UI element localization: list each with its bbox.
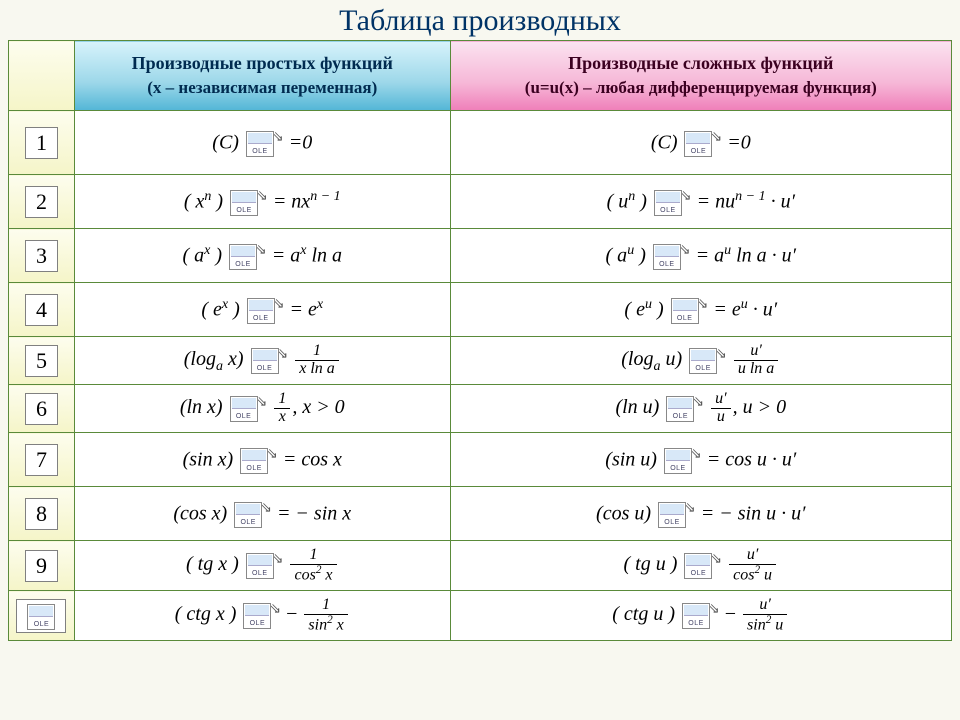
formula-simple: (loga x) ⇘ 1x ln a <box>74 337 450 385</box>
row-number: 2 <box>25 186 58 218</box>
ole-icon <box>689 348 717 374</box>
ole-icon <box>653 244 681 270</box>
formula-simple: ( ctg x ) ⇘ − 1sin2 x <box>74 591 450 641</box>
row-number-cell <box>9 591 75 641</box>
ole-icon <box>247 298 275 324</box>
formula-complex: (cos u) ⇘ = − sin u · u′ <box>450 487 951 541</box>
ole-icon <box>658 502 686 528</box>
header-simple-line2: (x – независимая переменная) <box>147 78 377 97</box>
ole-icon <box>251 348 279 374</box>
formula-simple: (cos x) ⇘ = − sin x <box>74 487 450 541</box>
formula-simple: ( tg x ) ⇘ 1cos2 x <box>74 541 450 591</box>
formula-complex: ( au ) ⇘ = au ln a · u′ <box>450 229 951 283</box>
header-complex-line2: (u=u(x) – любая дифференцируемая функция… <box>525 78 877 97</box>
row-number: 3 <box>25 240 58 272</box>
formula-complex: (ln u) ⇘ u′u, u > 0 <box>450 385 951 433</box>
formula-complex: ( tg u ) ⇘ u′cos2 u <box>450 541 951 591</box>
ole-icon <box>234 502 262 528</box>
table-row: 8 (cos x) ⇘ = − sin x(cos u) ⇘ = − sin u … <box>9 487 952 541</box>
ole-icon <box>684 553 712 579</box>
row-number-cell: 1 <box>9 111 75 175</box>
row-number-cell: 8 <box>9 487 75 541</box>
formula-complex: (sin u) ⇘ = cos u · u′ <box>450 433 951 487</box>
row-number: 9 <box>25 550 58 582</box>
row-number: 7 <box>25 444 58 476</box>
formula-complex: (loga u) ⇘ u′u ln a <box>450 337 951 385</box>
row-number-cell: 5 <box>9 337 75 385</box>
ole-icon <box>243 603 271 629</box>
page-title: Таблица производных <box>0 0 960 40</box>
header-corner <box>9 41 75 111</box>
row-number <box>16 599 66 633</box>
ole-icon <box>666 396 694 422</box>
header-complex-line1: Производные сложных функций <box>568 53 833 73</box>
row-number-cell: 3 <box>9 229 75 283</box>
row-number: 5 <box>25 345 58 377</box>
table-row: 6 (ln x) ⇘ 1x, x > 0(ln u) ⇘ u′u, u > 0 <box>9 385 952 433</box>
table-row: ( ctg x ) ⇘ − 1sin2 x( ctg u ) ⇘ − u′sin… <box>9 591 952 641</box>
ole-icon <box>682 603 710 629</box>
formula-simple: (C) ⇘ =0 <box>74 111 450 175</box>
header-simple-line1: Производные простых функций <box>132 53 393 73</box>
ole-icon <box>246 553 274 579</box>
ole-icon <box>246 131 274 157</box>
ole-icon <box>229 244 257 270</box>
derivatives-table: Производные простых функций (x – независ… <box>8 40 952 641</box>
ole-icon <box>684 131 712 157</box>
ole-icon <box>230 190 258 216</box>
ole-icon <box>664 448 692 474</box>
formula-complex: ( eu ) ⇘ = eu · u′ <box>450 283 951 337</box>
formula-simple: ( ax ) ⇘ = ax ln a <box>74 229 450 283</box>
ole-icon <box>230 396 258 422</box>
header-row: Производные простых функций (x – независ… <box>9 41 952 111</box>
row-number-cell: 9 <box>9 541 75 591</box>
row-number-cell: 7 <box>9 433 75 487</box>
table-body: 1 (C) ⇘ =0(C) ⇘ =0 2 ( xn ) ⇘ = nxn − 1( un… <box>9 111 952 641</box>
row-number: 4 <box>25 294 58 326</box>
table-row: 5 (loga x) ⇘ 1x ln a(loga u) ⇘ u′u ln a <box>9 337 952 385</box>
ole-icon <box>671 298 699 324</box>
table-row: 3 ( ax ) ⇘ = ax ln a( au ) ⇘ = au ln a · … <box>9 229 952 283</box>
table-row: 9 ( tg x ) ⇘ 1cos2 x( tg u ) ⇘ u′cos2 u <box>9 541 952 591</box>
header-simple: Производные простых функций (x – независ… <box>74 41 450 111</box>
table-row: 2 ( xn ) ⇘ = nxn − 1( un ) ⇘ = nun − 1 · … <box>9 175 952 229</box>
formula-simple: (sin x) ⇘ = cos x <box>74 433 450 487</box>
row-number: 6 <box>25 393 58 425</box>
table-row: 4 ( ex ) ⇘ = ex( eu ) ⇘ = eu · u′ <box>9 283 952 337</box>
formula-complex: ( ctg u ) ⇘ − u′sin2 u <box>450 591 951 641</box>
formula-complex: (C) ⇘ =0 <box>450 111 951 175</box>
row-number-cell: 6 <box>9 385 75 433</box>
row-number: 1 <box>25 127 58 159</box>
row-number: 8 <box>25 498 58 530</box>
ole-icon <box>27 604 55 630</box>
row-number-cell: 2 <box>9 175 75 229</box>
formula-simple: (ln x) ⇘ 1x, x > 0 <box>74 385 450 433</box>
table-row: 7 (sin x) ⇘ = cos x(sin u) ⇘ = cos u · u′ <box>9 433 952 487</box>
header-complex: Производные сложных функций (u=u(x) – лю… <box>450 41 951 111</box>
formula-simple: ( ex ) ⇘ = ex <box>74 283 450 337</box>
table-row: 1 (C) ⇘ =0(C) ⇘ =0 <box>9 111 952 175</box>
ole-icon <box>240 448 268 474</box>
formula-complex: ( un ) ⇘ = nun − 1 · u′ <box>450 175 951 229</box>
formula-simple: ( xn ) ⇘ = nxn − 1 <box>74 175 450 229</box>
ole-icon <box>654 190 682 216</box>
row-number-cell: 4 <box>9 283 75 337</box>
